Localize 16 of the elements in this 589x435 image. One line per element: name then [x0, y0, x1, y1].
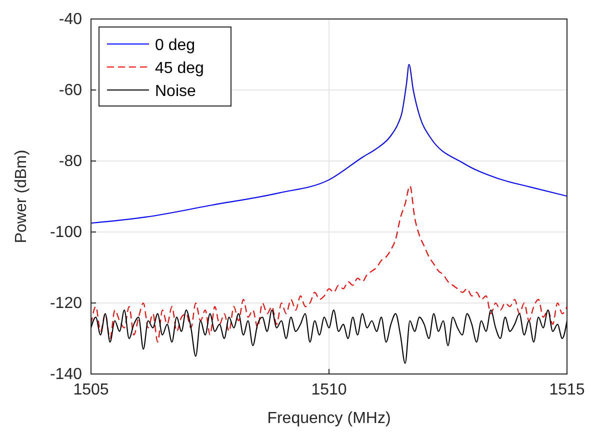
y-tick-label: -100 — [50, 224, 82, 242]
line-series — [91, 310, 567, 364]
y-tick-label: -120 — [50, 295, 82, 312]
line-series — [91, 185, 567, 343]
x-tick-label: 1510 — [311, 381, 347, 398]
legend-label: Noise — [155, 83, 196, 100]
x-axis-title: Frequency (MHz) — [267, 410, 391, 427]
x-tick-label: 1505 — [73, 381, 109, 398]
x-tick-label: 1515 — [549, 381, 585, 398]
y-tick-label: -60 — [58, 82, 82, 100]
y-tick-label: -80 — [58, 153, 82, 170]
y-tick-label: -40 — [58, 11, 82, 28]
y-tick-label: -140 — [50, 366, 82, 384]
legend-label: 0 deg — [155, 37, 196, 54]
legend-label: 45 deg — [155, 60, 204, 77]
y-axis-title: Power (dBm) — [13, 150, 30, 244]
